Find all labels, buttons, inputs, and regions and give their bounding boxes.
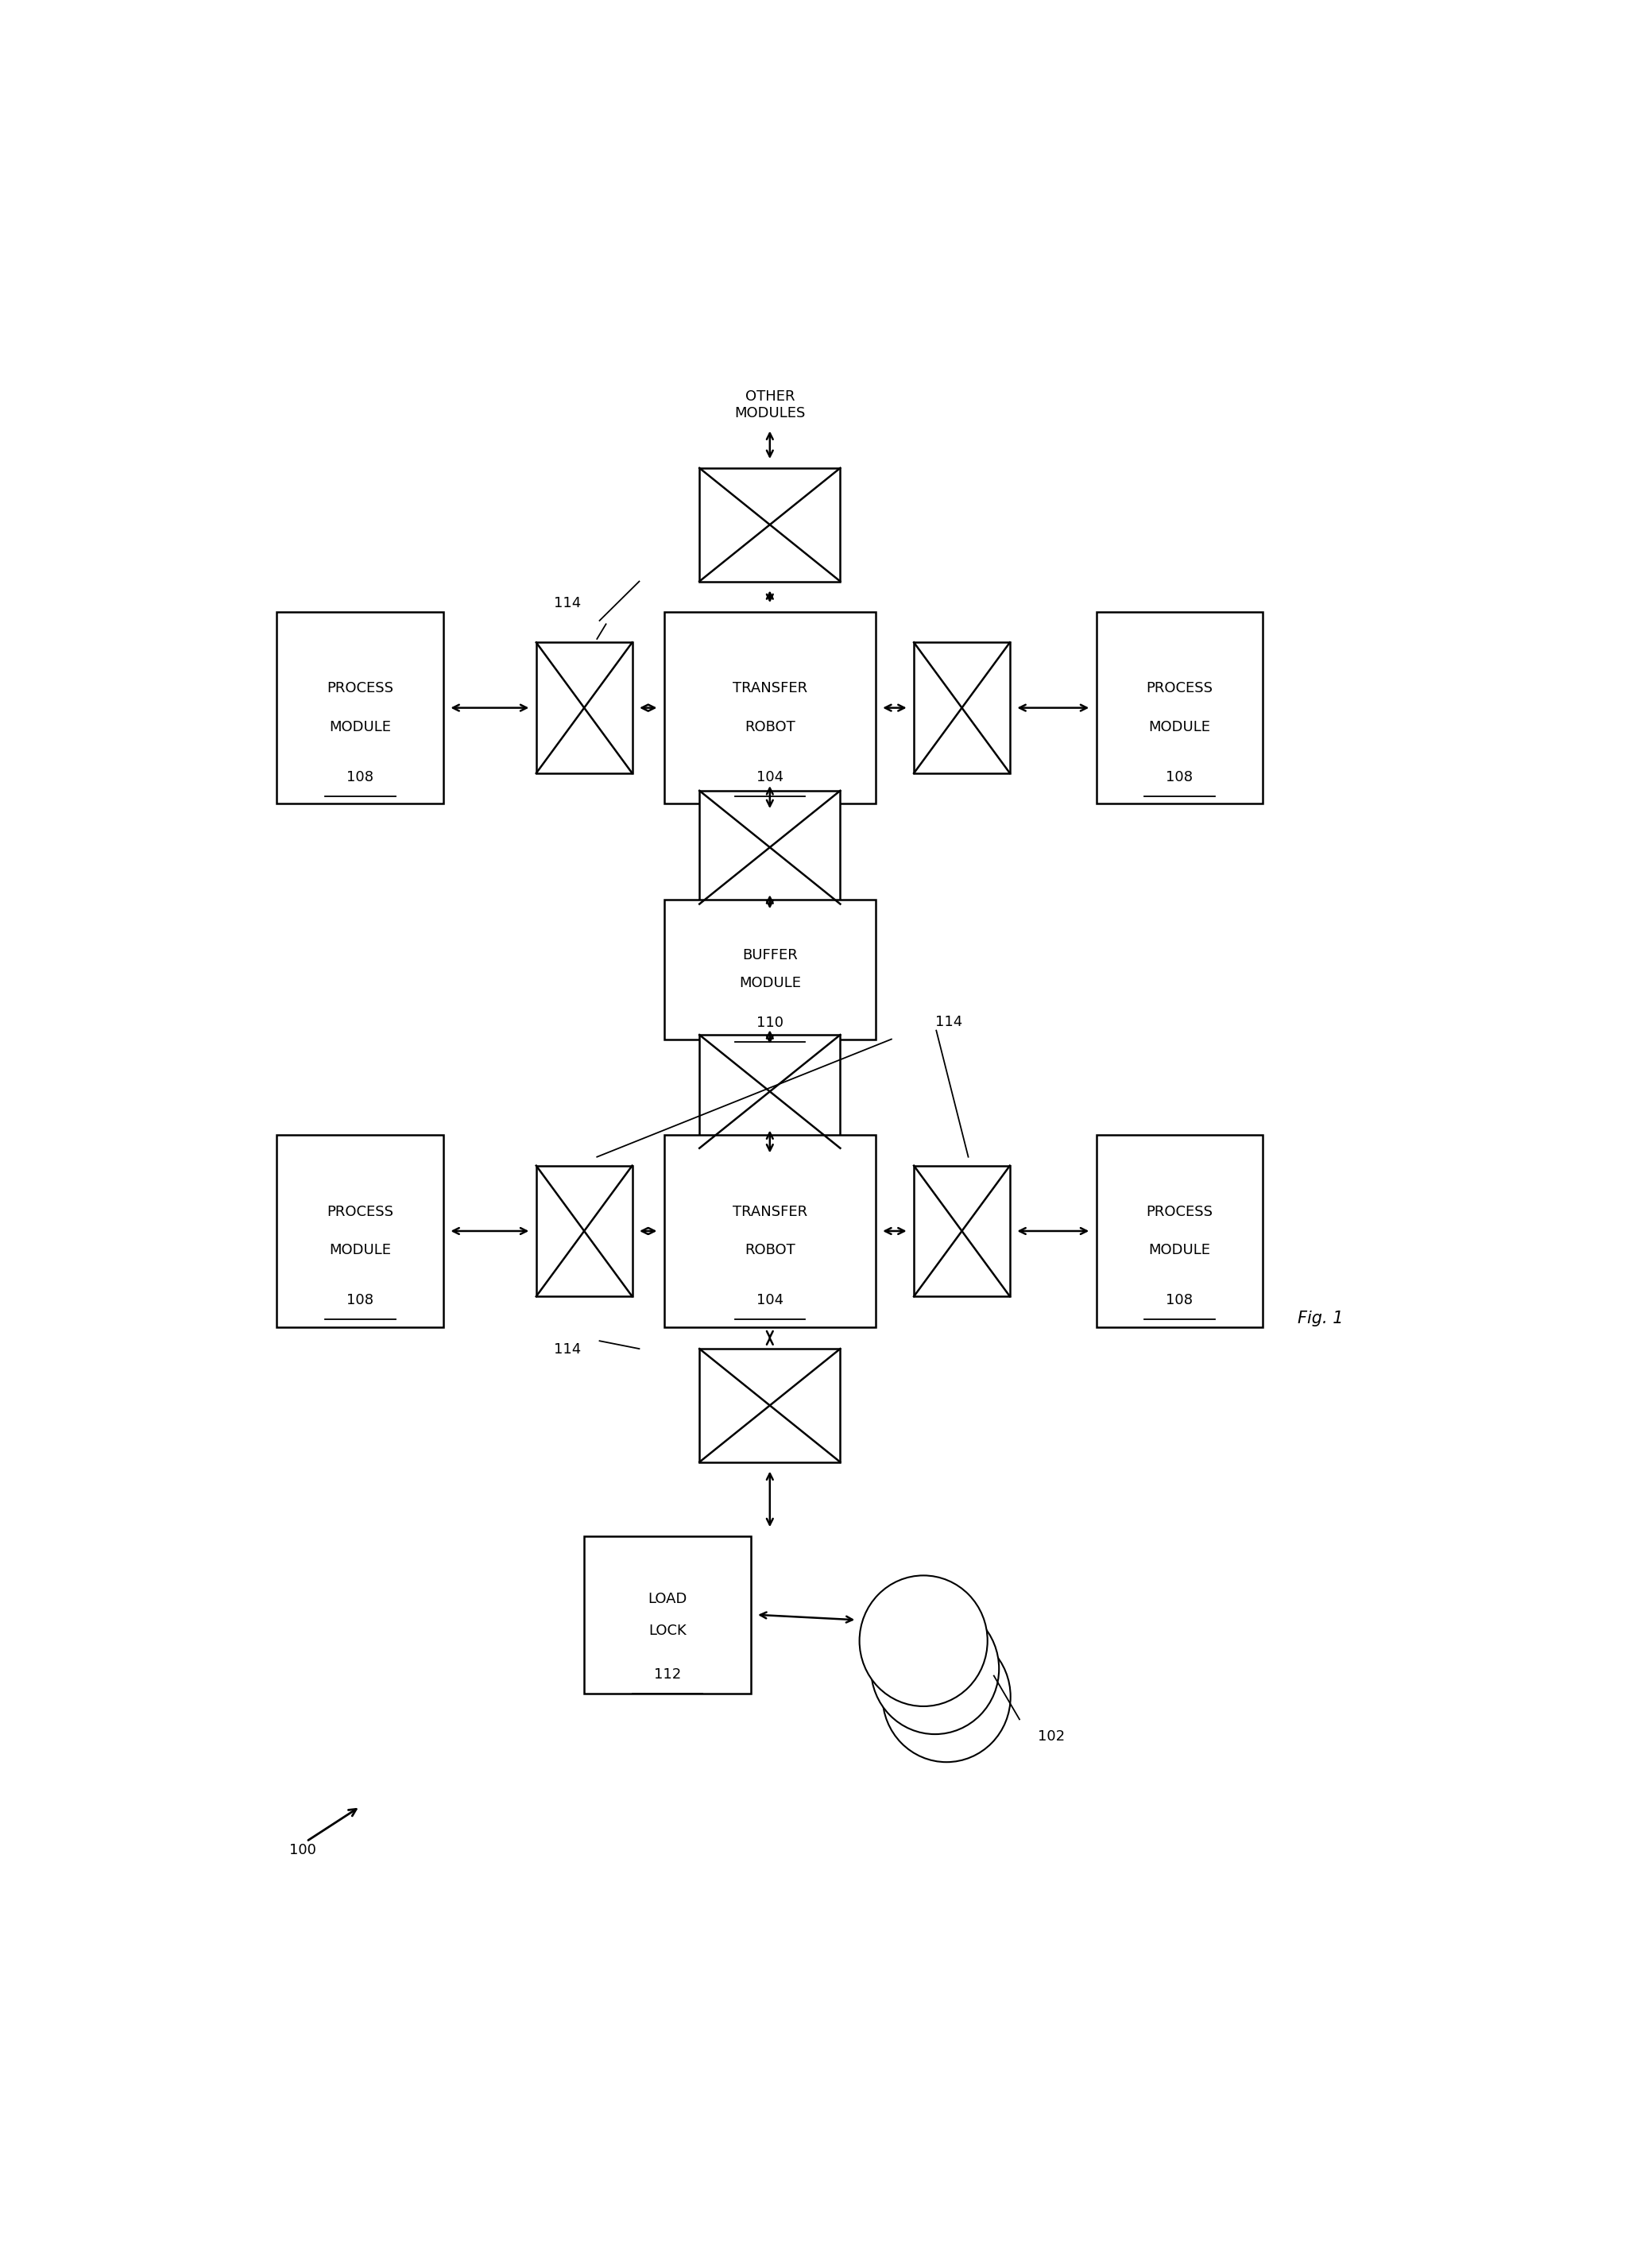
- Text: 104: 104: [757, 770, 783, 784]
- Text: 108: 108: [1166, 1293, 1193, 1307]
- Text: 108: 108: [347, 1293, 373, 1307]
- Ellipse shape: [882, 1631, 1011, 1762]
- Bar: [1097, 612, 1262, 804]
- Text: 108: 108: [347, 770, 373, 784]
- Bar: [664, 612, 876, 804]
- Bar: [585, 1536, 750, 1694]
- Text: ROBOT: ROBOT: [745, 720, 795, 734]
- Bar: [537, 643, 633, 772]
- Text: 102: 102: [1037, 1730, 1066, 1744]
- Text: 114: 114: [935, 1015, 963, 1028]
- Bar: [278, 1135, 443, 1327]
- Text: OTHER
MODULES: OTHER MODULES: [735, 390, 805, 419]
- Text: 112: 112: [654, 1667, 681, 1681]
- Bar: [1097, 1135, 1262, 1327]
- Text: MODULE: MODULE: [738, 976, 801, 990]
- Text: LOCK: LOCK: [649, 1624, 686, 1638]
- Text: MODULE: MODULE: [329, 720, 392, 734]
- Bar: [278, 612, 443, 804]
- Bar: [914, 643, 1009, 772]
- Text: PROCESS: PROCESS: [1146, 1205, 1213, 1219]
- Bar: [699, 1035, 841, 1148]
- Bar: [664, 1135, 876, 1327]
- Text: 114: 114: [553, 596, 582, 609]
- Text: 110: 110: [757, 1015, 783, 1031]
- Text: LOAD: LOAD: [648, 1592, 687, 1606]
- Text: ROBOT: ROBOT: [745, 1243, 795, 1257]
- Text: 114: 114: [553, 1343, 582, 1357]
- Text: TRANSFER: TRANSFER: [732, 1205, 808, 1219]
- Text: BUFFER: BUFFER: [742, 949, 798, 963]
- Bar: [537, 1166, 633, 1296]
- Text: 108: 108: [1166, 770, 1193, 784]
- Text: PROCESS: PROCESS: [327, 682, 393, 695]
- Text: 100: 100: [289, 1844, 316, 1857]
- Bar: [699, 1348, 841, 1463]
- Text: MODULE: MODULE: [329, 1243, 392, 1257]
- Ellipse shape: [871, 1604, 999, 1735]
- Bar: [699, 790, 841, 904]
- Text: PROCESS: PROCESS: [1146, 682, 1213, 695]
- Bar: [664, 899, 876, 1040]
- Text: Fig. 1: Fig. 1: [1297, 1309, 1343, 1327]
- Text: MODULE: MODULE: [1148, 1243, 1211, 1257]
- Text: 104: 104: [757, 1293, 783, 1307]
- Bar: [699, 469, 841, 582]
- Ellipse shape: [859, 1576, 988, 1706]
- Text: MODULE: MODULE: [1148, 720, 1211, 734]
- Text: PROCESS: PROCESS: [327, 1205, 393, 1219]
- Text: TRANSFER: TRANSFER: [732, 682, 808, 695]
- Bar: [914, 1166, 1009, 1296]
